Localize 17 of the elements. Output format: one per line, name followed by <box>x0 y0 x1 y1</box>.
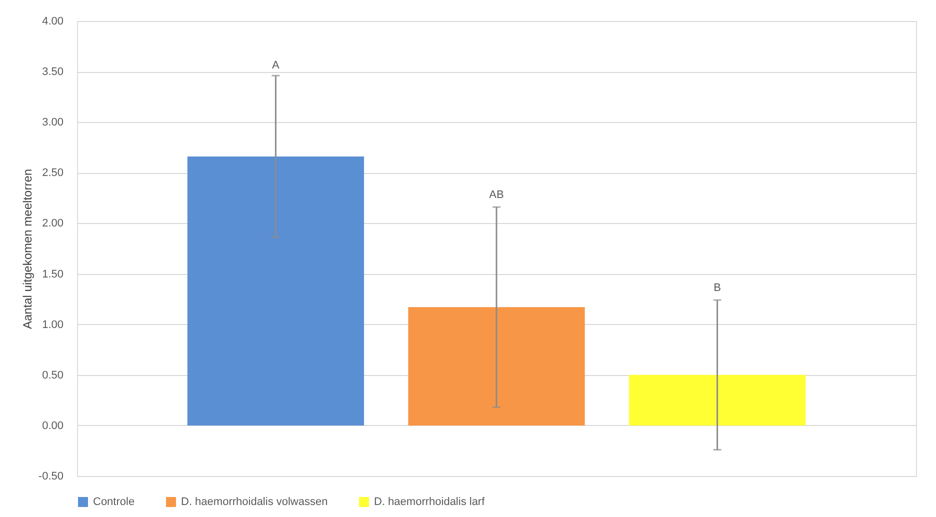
y-tick-label: -0.50 <box>38 470 64 482</box>
annotation: A <box>272 60 280 72</box>
annotation: B <box>714 282 721 294</box>
y-tick-label: 2.50 <box>42 167 64 180</box>
y-tick-label: 3.00 <box>42 116 64 129</box>
y-axis-title: Aantal uitgekomen meeltorren <box>20 168 34 330</box>
annotation: AB <box>489 189 504 202</box>
y-tick-label: 0.50 <box>42 369 64 382</box>
legend-label: Controle <box>93 496 135 508</box>
y-tick-label: 0.00 <box>42 420 64 432</box>
y-tick-label: 1.50 <box>42 268 64 280</box>
legend-label: D. haemorrhoidalis volwassen <box>181 496 328 508</box>
y-tick-label: 2.00 <box>42 218 64 230</box>
y-tick-label: 1.00 <box>42 318 64 331</box>
y-tick-label: 3.50 <box>42 66 64 78</box>
legend-label: D. haemorrhoidalis larf <box>374 496 486 508</box>
y-tick-label: 4.00 <box>42 16 64 28</box>
